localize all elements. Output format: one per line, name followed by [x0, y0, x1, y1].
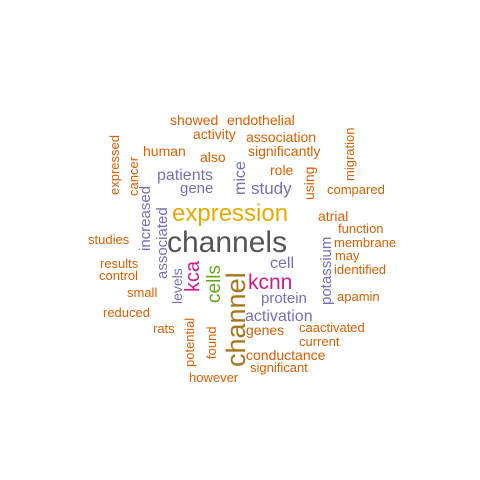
word-however: however [189, 370, 239, 385]
word-reduced: reduced [103, 305, 150, 320]
word-function: function [338, 221, 384, 236]
word-protein: protein [261, 290, 307, 307]
word-rats: rats [153, 321, 175, 336]
word-role: role [270, 162, 294, 178]
word-also: also [200, 149, 226, 165]
word-small: small [127, 285, 157, 300]
word-mice: mice [232, 161, 249, 195]
word-kca: kca [182, 260, 204, 292]
word-patients: patients [157, 167, 213, 184]
word-channels: channels [167, 226, 287, 259]
word-cell: cell [270, 255, 294, 272]
word-potential: potential [182, 318, 197, 367]
word-using: using [301, 167, 317, 200]
word-caactivated: caactivated [299, 320, 365, 335]
word-conductance: conductance [246, 347, 326, 363]
word-significantly: significantly [248, 143, 320, 159]
word-endothelial: endothelial [227, 112, 295, 128]
word-compared: compared [327, 182, 385, 197]
word-results: results [100, 256, 139, 271]
word-cancer: cancer [126, 156, 141, 196]
word-current: current [299, 334, 340, 349]
word-membrane: membrane [334, 235, 396, 250]
word-kcnn: kcnn [248, 271, 292, 294]
word-showed: showed [170, 112, 218, 128]
word-significant: significant [250, 360, 308, 375]
word-may: may [335, 248, 360, 263]
word-apamin: apamin [337, 289, 380, 304]
word-activity: activity [193, 126, 236, 142]
word-cells: cells [204, 265, 225, 303]
word-gene: gene [180, 180, 213, 197]
word-human: human [143, 143, 186, 159]
word-increased: increased [137, 186, 154, 251]
word-found: found [204, 326, 219, 359]
word-channel: channel [221, 272, 251, 367]
word-expressed: expressed [107, 135, 122, 195]
word-expression: expression [172, 200, 288, 227]
word-potassium: potassium [318, 237, 335, 305]
word-levels: levels [169, 268, 185, 304]
word-studies: studies [88, 232, 130, 247]
word-activation: activation [245, 308, 313, 325]
word-association: association [246, 129, 316, 145]
word-associated: associated [154, 207, 171, 279]
word-control: control [99, 268, 138, 283]
word-study: study [251, 179, 292, 198]
word-identified: identified [334, 262, 386, 277]
word-migration: migration [342, 128, 357, 181]
word-genes: genes [246, 322, 284, 338]
word-atrial: atrial [318, 208, 348, 224]
